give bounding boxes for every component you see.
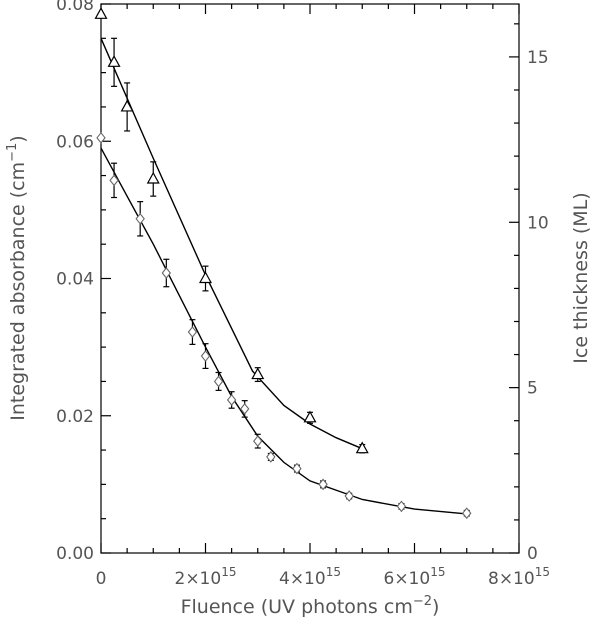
y-tick-label: 0.08 [56,0,94,15]
x-axis-label: Fluence (UV photons cm−2) [181,594,440,618]
x-tick-label: 2×1015 [175,565,237,589]
triangle-point [94,7,108,19]
y-tick-labels: 0.00 0.02 0.04 0.06 0.08 [56,0,94,564]
diamond-point [187,326,198,338]
triangle-point [251,367,265,380]
x-tick-label: 0 [96,569,107,589]
x-tick-label: 4×1015 [279,565,341,589]
fit-line-diamond [100,147,467,515]
triangle-point [198,271,213,284]
triangle-point [107,55,121,67]
triangle-point [355,441,369,454]
y-tick-label: 0.04 [56,270,94,290]
fit-lines [100,38,467,515]
y2-tick-labels: 0 5 10 15 [527,48,549,564]
diamond-point [109,174,119,187]
diamond-point [135,212,145,225]
diamond-point [318,478,328,491]
y-tick-label: 0.00 [56,544,94,564]
y2-tick-label: 15 [527,48,549,68]
diamond-point [253,435,263,448]
diamond-point [239,403,250,415]
diamond-point [396,500,407,513]
diamond-point [462,507,472,520]
data-points [94,7,472,520]
y-tick-label: 0.02 [56,407,94,427]
diamond-point [161,267,172,279]
diamond-point [344,490,354,502]
y-axis-label: Integrated absorbance (cm−1) [5,135,29,420]
triangle-point [146,171,160,184]
x-tick-labels: 0 2×1015 4×1015 6×1015 8×1015 [96,565,550,589]
y2-axis-label: Ice thickness (ML) [570,192,592,363]
triangle-point [120,99,134,112]
diamond-point [226,394,237,406]
diamond-point [213,375,224,388]
axis-ticks [100,3,520,554]
x-tick-label: 6×1015 [384,565,446,589]
triangle-point [303,410,317,423]
y-tick-label: 0.06 [56,132,94,152]
y2-tick-label: 0 [527,544,538,564]
y2-tick-label: 10 [527,213,549,233]
fit-line-triangle [100,38,363,450]
diamond-point [200,350,211,362]
plot-frame [100,3,520,554]
diamond-point [292,462,302,475]
x-tick-label: 8×1015 [488,565,550,589]
y2-tick-label: 5 [527,379,538,399]
diamond-point [266,451,276,463]
diamond-point [96,131,106,144]
